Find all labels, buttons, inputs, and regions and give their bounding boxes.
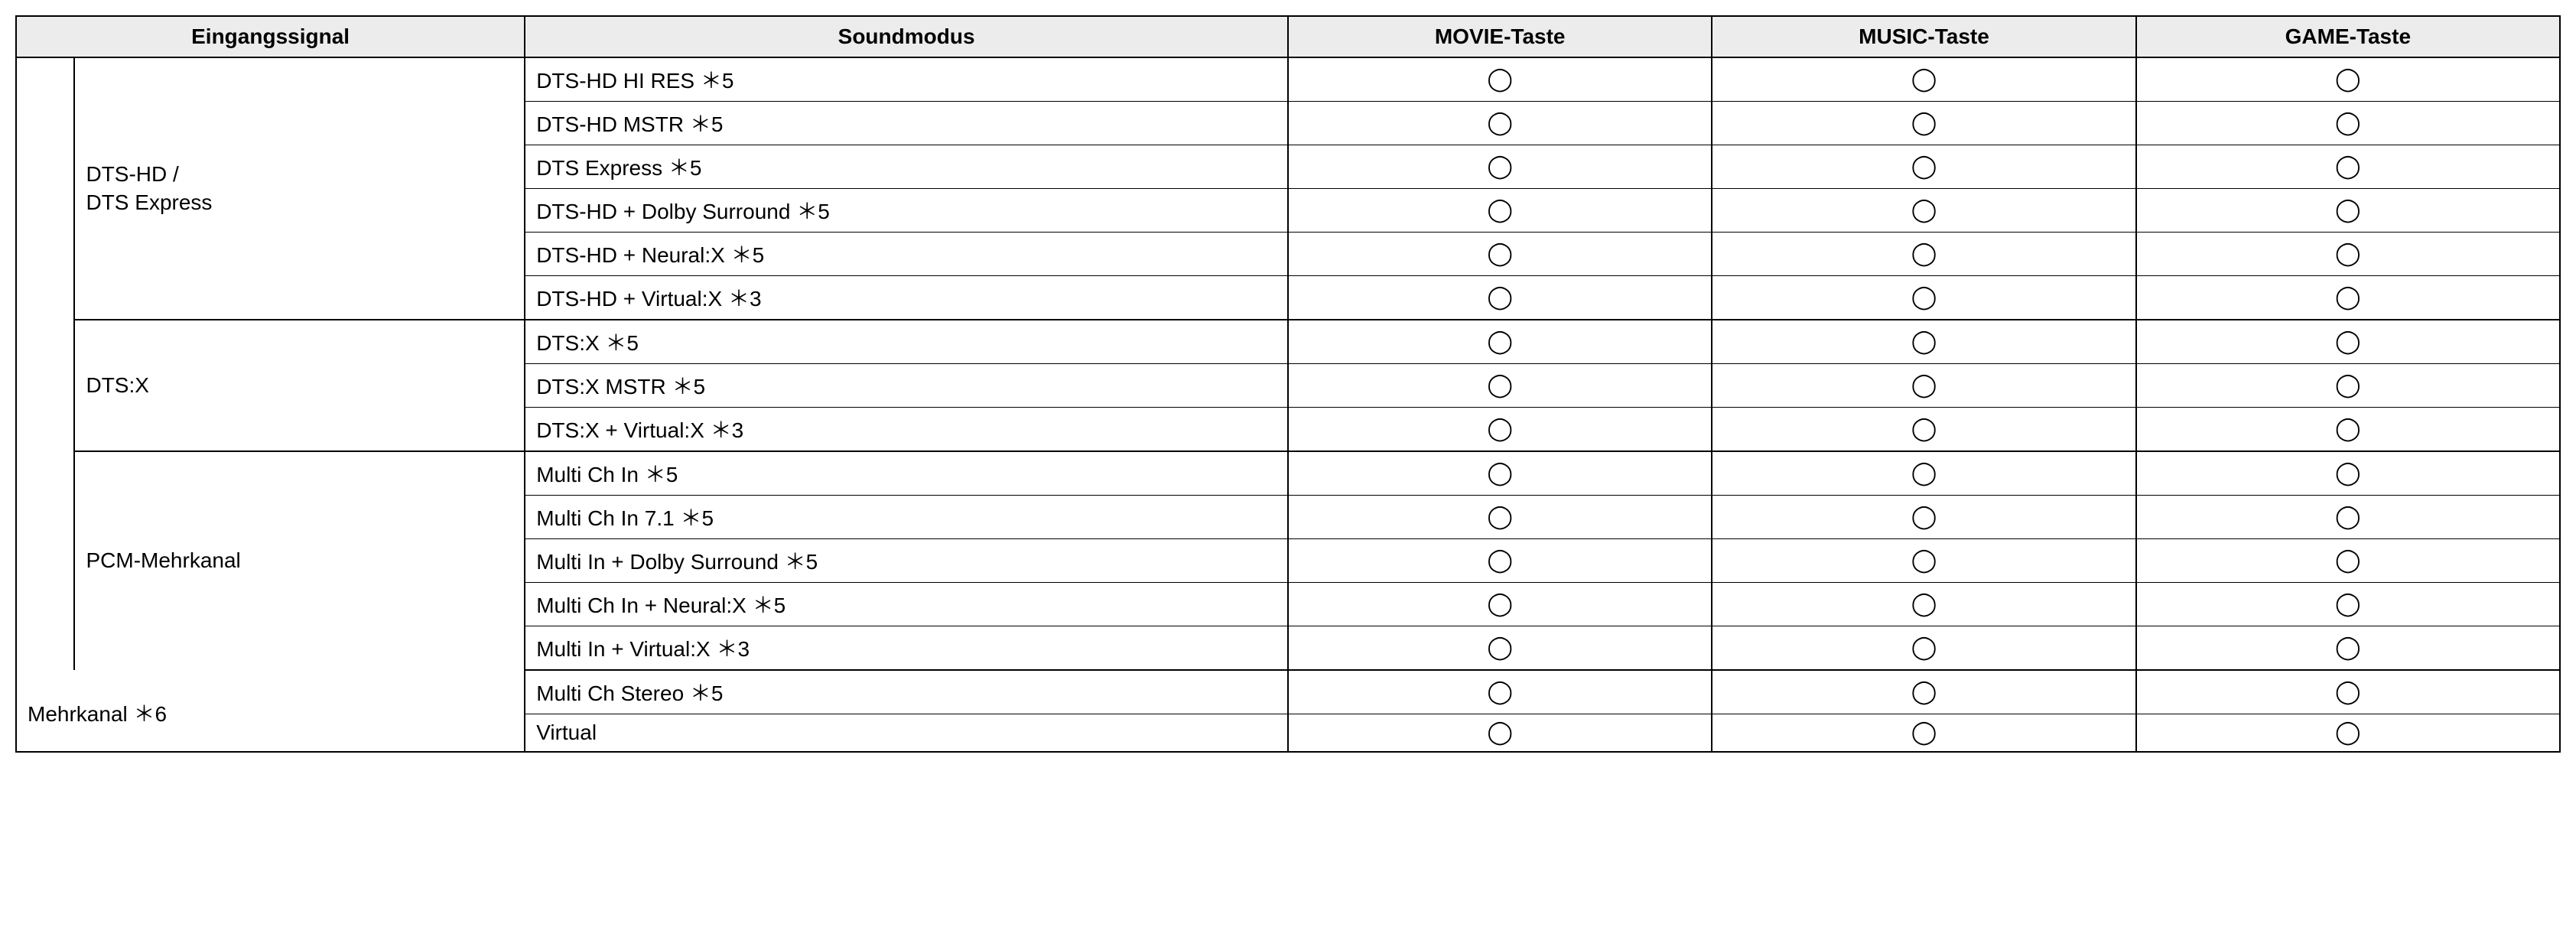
table-row: PCM-MehrkanalMulti Ch In ＊5◯◯◯ [16,451,2560,496]
table-row: Mehrkanal ＊6DTS-HD /DTS ExpressDTS-HD HI… [16,57,2560,102]
support-mark: ◯ [2136,233,2560,276]
sound-mode-cell: DTS:X ＊5 [525,320,1288,364]
input-signal-cell: DTS:X [74,320,525,451]
support-mark: ◯ [1288,102,1712,145]
support-mark: ◯ [2136,496,2560,539]
support-mark: ◯ [2136,189,2560,233]
support-mark: ◯ [1288,145,1712,189]
sound-mode-cell: Multi In + Virtual:X ＊3 [525,626,1288,671]
col-header-movie: MOVIE-Taste [1288,16,1712,57]
support-mark: ◯ [1288,57,1712,102]
support-mark: ◯ [1288,670,1712,714]
support-mark: ◯ [2136,102,2560,145]
support-mark: ◯ [1288,189,1712,233]
support-mark: ◯ [1712,364,2135,408]
support-mark: ◯ [1712,276,2135,320]
support-mark: ◯ [1712,626,2135,671]
support-mark: ◯ [1712,189,2135,233]
col-header-signal: Eingangssignal [16,16,525,57]
support-mark: ◯ [2136,539,2560,583]
support-mark: ◯ [1288,276,1712,320]
sound-mode-cell: DTS-HD MSTR ＊5 [525,102,1288,145]
support-mark: ◯ [1288,233,1712,276]
sound-mode-cell: DTS:X + Virtual:X ＊3 [525,408,1288,452]
support-mark: ◯ [1288,539,1712,583]
support-mark: ◯ [2136,276,2560,320]
table-row: Multi Ch Stereo ＊5◯◯◯ [16,670,2560,714]
support-mark: ◯ [1288,408,1712,452]
sound-mode-cell: Multi Ch Stereo ＊5 [525,670,1288,714]
support-mark: ◯ [2136,57,2560,102]
sound-mode-cell: Multi Ch In 7.1 ＊5 [525,496,1288,539]
input-signal-cell: DTS-HD /DTS Express [74,57,525,320]
support-mark: ◯ [2136,145,2560,189]
sound-mode-cell: Multi In + Dolby Surround ＊5 [525,539,1288,583]
sound-mode-cell: Virtual [525,714,1288,753]
sound-mode-cell: DTS-HD + Neural:X ＊5 [525,233,1288,276]
support-mark: ◯ [1288,626,1712,671]
support-mark: ◯ [2136,670,2560,714]
support-mark: ◯ [1288,451,1712,496]
support-mark: ◯ [1712,670,2135,714]
support-mark: ◯ [1712,233,2135,276]
outer-signal-label: Mehrkanal ＊6 [28,698,167,728]
sound-mode-cell: Multi Ch In ＊5 [525,451,1288,496]
support-mark: ◯ [1288,714,1712,753]
sound-mode-cell: DTS Express ＊5 [525,145,1288,189]
support-mark: ◯ [1712,451,2135,496]
sound-mode-cell: DTS-HD HI RES ＊5 [525,57,1288,102]
sound-mode-cell: Multi Ch In + Neural:X ＊5 [525,583,1288,626]
sound-mode-cell: DTS-HD + Dolby Surround ＊5 [525,189,1288,233]
support-mark: ◯ [2136,583,2560,626]
support-mark: ◯ [2136,364,2560,408]
sound-mode-cell: DTS:X MSTR ＊5 [525,364,1288,408]
support-mark: ◯ [1712,583,2135,626]
sound-mode-cell: DTS-HD + Virtual:X ＊3 [525,276,1288,320]
support-mark: ◯ [2136,408,2560,452]
support-mark: ◯ [1288,320,1712,364]
support-mark: ◯ [1712,145,2135,189]
sound-mode-table: Eingangssignal Soundmodus MOVIE-Taste MU… [15,15,2561,753]
support-mark: ◯ [1288,496,1712,539]
support-mark: ◯ [1712,714,2135,753]
table-header-row: Eingangssignal Soundmodus MOVIE-Taste MU… [16,16,2560,57]
support-mark: ◯ [1712,539,2135,583]
support-mark: ◯ [1712,102,2135,145]
support-mark: ◯ [1288,583,1712,626]
support-mark: ◯ [1712,408,2135,452]
col-header-mode: Soundmodus [525,16,1288,57]
table-row: DTS:XDTS:X ＊5◯◯◯ [16,320,2560,364]
col-header-music: MUSIC-Taste [1712,16,2135,57]
support-mark: ◯ [1712,496,2135,539]
support-mark: ◯ [2136,626,2560,671]
input-signal-cell: PCM-Mehrkanal [74,451,525,670]
support-mark: ◯ [1712,57,2135,102]
support-mark: ◯ [2136,714,2560,753]
table-body: Mehrkanal ＊6DTS-HD /DTS ExpressDTS-HD HI… [16,57,2560,752]
support-mark: ◯ [2136,451,2560,496]
support-mark: ◯ [2136,320,2560,364]
outer-signal-cell: Mehrkanal ＊6 [16,57,74,752]
col-header-game: GAME-Taste [2136,16,2560,57]
support-mark: ◯ [1288,364,1712,408]
support-mark: ◯ [1712,320,2135,364]
